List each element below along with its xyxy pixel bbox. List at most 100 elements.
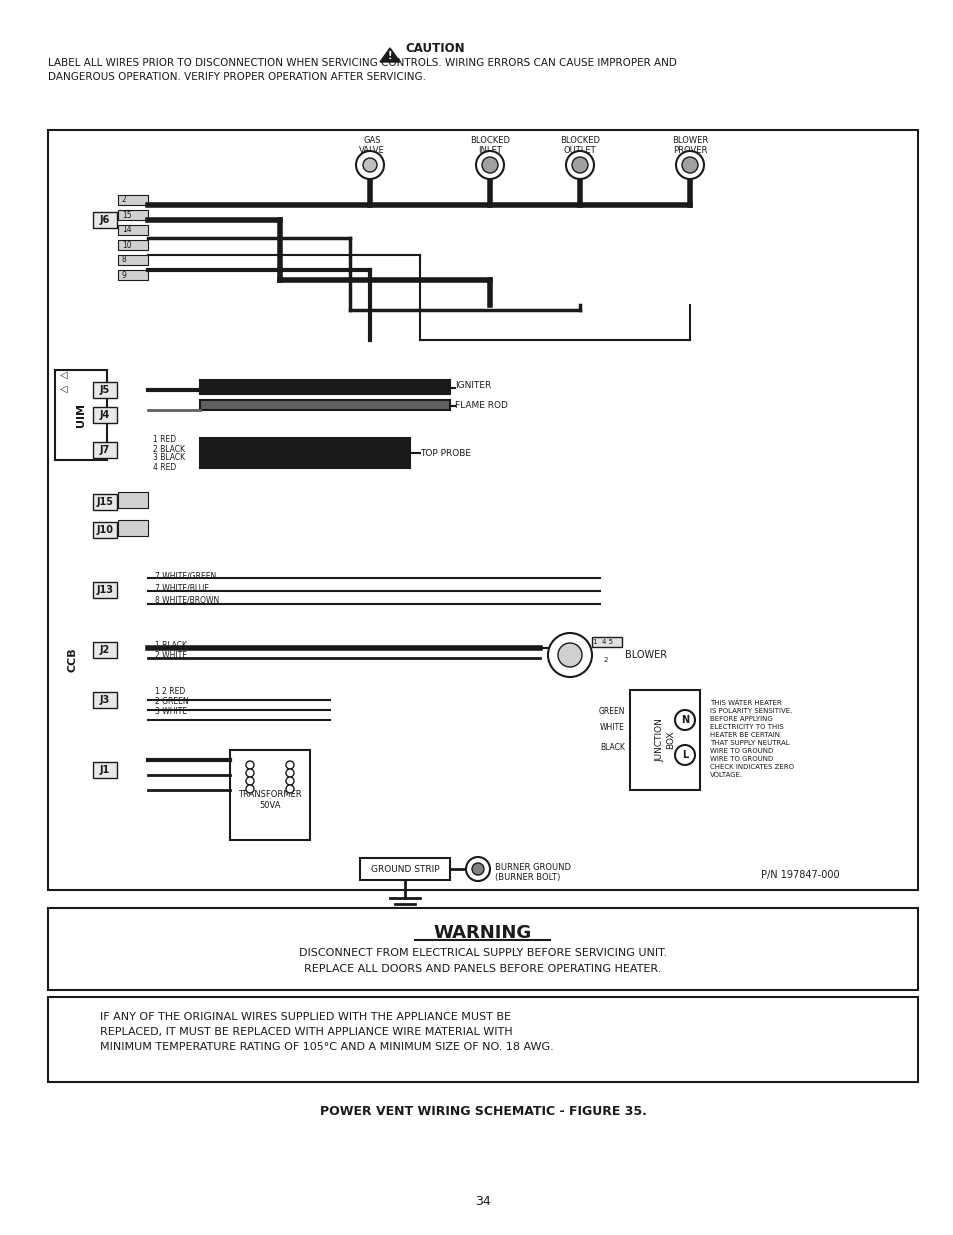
Circle shape	[246, 777, 253, 785]
Circle shape	[481, 157, 497, 173]
Circle shape	[363, 158, 376, 172]
Bar	[92, 582, 117, 598]
Text: 34: 34	[475, 1195, 491, 1208]
Text: GROUND STRIP: GROUND STRIP	[371, 864, 438, 873]
Circle shape	[286, 785, 294, 793]
Circle shape	[675, 745, 695, 764]
Text: 7 WHITE/BLUE: 7 WHITE/BLUE	[154, 583, 209, 593]
Circle shape	[246, 785, 253, 793]
Text: L: L	[681, 750, 687, 760]
Text: JUNCTION
BOX: JUNCTION BOX	[655, 718, 674, 762]
Text: GREEN: GREEN	[598, 708, 624, 716]
Circle shape	[476, 151, 503, 179]
Circle shape	[565, 151, 594, 179]
Circle shape	[472, 863, 483, 876]
Text: J7: J7	[100, 445, 110, 454]
Text: DISCONNECT FROM ELECTRICAL SUPPLY BEFORE SERVICING UNIT.: DISCONNECT FROM ELECTRICAL SUPPLY BEFORE…	[298, 948, 666, 958]
Text: TOP PROBE: TOP PROBE	[419, 448, 471, 457]
Bar	[48, 908, 917, 990]
Text: J15: J15	[96, 496, 113, 508]
Bar	[92, 494, 117, 510]
Text: N: N	[680, 715, 688, 725]
Text: FLAME ROD: FLAME ROD	[455, 400, 507, 410]
Bar	[92, 642, 117, 658]
Circle shape	[286, 777, 294, 785]
Bar	[118, 210, 148, 220]
Circle shape	[547, 634, 592, 677]
Text: POWER VENT WIRING SCHEMATIC - FIGURE 35.: POWER VENT WIRING SCHEMATIC - FIGURE 35.	[319, 1105, 646, 1118]
Text: 9: 9	[122, 270, 127, 279]
Bar	[592, 637, 621, 647]
Text: BLOWER
PROVER: BLOWER PROVER	[671, 136, 707, 156]
Text: WARNING: WARNING	[434, 924, 532, 942]
Text: CAUTION: CAUTION	[405, 42, 464, 54]
Bar	[48, 997, 917, 1082]
Text: 8: 8	[122, 256, 127, 264]
Bar	[200, 400, 450, 410]
Bar	[359, 858, 450, 881]
Text: J3: J3	[100, 695, 110, 705]
Text: 2: 2	[603, 657, 608, 663]
Text: J6: J6	[100, 215, 110, 225]
Circle shape	[246, 761, 253, 769]
Text: 10: 10	[122, 241, 132, 249]
Text: IF ANY OF THE ORIGINAL WIRES SUPPLIED WITH THE APPLIANCE MUST BE
REPLACED, IT MU: IF ANY OF THE ORIGINAL WIRES SUPPLIED WI…	[100, 1011, 553, 1051]
Text: J2: J2	[100, 645, 110, 655]
Bar	[118, 225, 148, 235]
Bar	[92, 408, 117, 424]
Bar	[92, 762, 117, 778]
Bar	[48, 130, 917, 890]
Text: ◁: ◁	[60, 384, 68, 394]
Text: UIM: UIM	[76, 403, 86, 427]
Text: 2: 2	[122, 195, 127, 205]
Bar	[118, 520, 148, 536]
Text: 1 RED: 1 RED	[152, 436, 176, 445]
Text: !: !	[387, 51, 392, 61]
Bar	[92, 692, 117, 708]
Text: 1 BLACK: 1 BLACK	[154, 641, 187, 650]
Text: 1 2 RED: 1 2 RED	[154, 688, 185, 697]
Text: IGNITER: IGNITER	[455, 380, 491, 389]
Text: 3 WHITE: 3 WHITE	[154, 708, 187, 716]
Text: P/N 197847-000: P/N 197847-000	[760, 869, 840, 881]
Text: 7 WHITE/GREEN: 7 WHITE/GREEN	[154, 572, 216, 580]
Text: J4: J4	[100, 410, 110, 420]
Text: ◁: ◁	[60, 370, 68, 380]
Circle shape	[676, 151, 703, 179]
Bar	[200, 438, 410, 468]
Bar	[118, 492, 148, 508]
Text: 8 WHITE/BROWN: 8 WHITE/BROWN	[154, 595, 219, 604]
Text: GAS
VALVE: GAS VALVE	[358, 136, 384, 156]
Text: REPLACE ALL DOORS AND PANELS BEFORE OPERATING HEATER.: REPLACE ALL DOORS AND PANELS BEFORE OPER…	[304, 965, 661, 974]
Circle shape	[465, 857, 490, 881]
Text: WHITE: WHITE	[599, 724, 624, 732]
Text: TRANSFORMER
50VA: TRANSFORMER 50VA	[238, 790, 301, 810]
Text: J13: J13	[96, 585, 113, 595]
Circle shape	[355, 151, 384, 179]
Text: BLACK: BLACK	[599, 743, 624, 752]
Text: BLOCKED
INLET: BLOCKED INLET	[470, 136, 510, 156]
Text: 2 WHITE: 2 WHITE	[154, 651, 187, 659]
Text: 15: 15	[122, 210, 132, 220]
Bar	[118, 254, 148, 266]
Circle shape	[286, 761, 294, 769]
Text: CCB: CCB	[67, 647, 77, 672]
Text: 2 BLACK: 2 BLACK	[152, 445, 185, 453]
Bar	[92, 212, 117, 228]
Bar	[92, 442, 117, 458]
Circle shape	[675, 710, 695, 730]
Circle shape	[286, 769, 294, 777]
Text: BLOWER: BLOWER	[624, 650, 666, 659]
Bar	[92, 382, 117, 398]
Circle shape	[681, 157, 698, 173]
Text: BURNER GROUND
(BURNER BOLT): BURNER GROUND (BURNER BOLT)	[495, 863, 571, 882]
Bar	[118, 195, 148, 205]
Circle shape	[246, 769, 253, 777]
Bar	[629, 690, 700, 790]
Text: 1  4 5: 1 4 5	[593, 638, 613, 645]
Bar	[230, 750, 310, 840]
Text: 14: 14	[122, 226, 132, 235]
Bar	[118, 240, 148, 249]
Text: 3 BLACK: 3 BLACK	[152, 453, 185, 462]
Bar	[55, 370, 107, 459]
